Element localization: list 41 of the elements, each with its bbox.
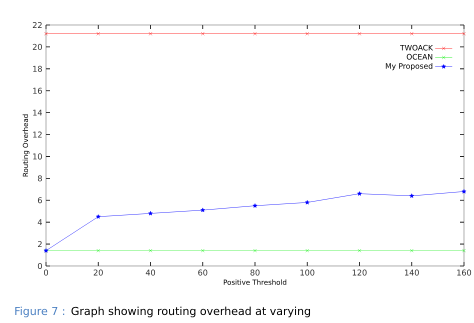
y-tick-label: 6: [38, 197, 42, 204]
point: [357, 191, 362, 196]
point: [462, 189, 466, 194]
y-tick-label: 18: [33, 66, 42, 72]
y-tick-label: 14: [33, 110, 42, 116]
point: [304, 200, 310, 204]
point: [253, 32, 257, 36]
x-tick-label: 80: [250, 270, 260, 276]
x-tick-label: 60: [198, 270, 208, 276]
y-tick-label: 20: [32, 44, 42, 50]
point: [96, 214, 101, 219]
x-tick-label: 100: [300, 270, 314, 276]
point: [410, 248, 414, 252]
x-tick-label: 120: [352, 270, 367, 276]
point: [305, 248, 310, 252]
x-tick-label: 20: [94, 270, 103, 276]
point: [148, 211, 153, 216]
y-tick-label: 10: [33, 153, 42, 160]
y-tick-label: 12: [33, 132, 42, 138]
x-tick-label: 160: [457, 270, 472, 276]
x-tick-label: 40: [146, 270, 156, 276]
x-tick-label: 140: [404, 270, 419, 276]
point: [96, 248, 100, 252]
x-tick-label: 0: [44, 270, 48, 276]
point: [148, 32, 152, 36]
y-tick-label: 22: [32, 22, 42, 28]
y-tick-label: 2: [38, 241, 42, 248]
caption: Figure 7 :: [15, 306, 64, 318]
y-tick-label: 0: [38, 262, 42, 270]
point: [201, 248, 205, 252]
y-tick-label: 8: [38, 175, 42, 182]
point: [253, 248, 257, 252]
y-tick-label: 16: [33, 88, 42, 94]
y-tick-label: 4: [38, 219, 42, 226]
point: [200, 208, 206, 212]
point: [252, 203, 258, 208]
text: Graph showing routing overhead at varying: [72, 306, 310, 318]
point: [148, 248, 152, 252]
point: [358, 32, 362, 36]
point: [409, 193, 414, 198]
point: [358, 248, 362, 252]
